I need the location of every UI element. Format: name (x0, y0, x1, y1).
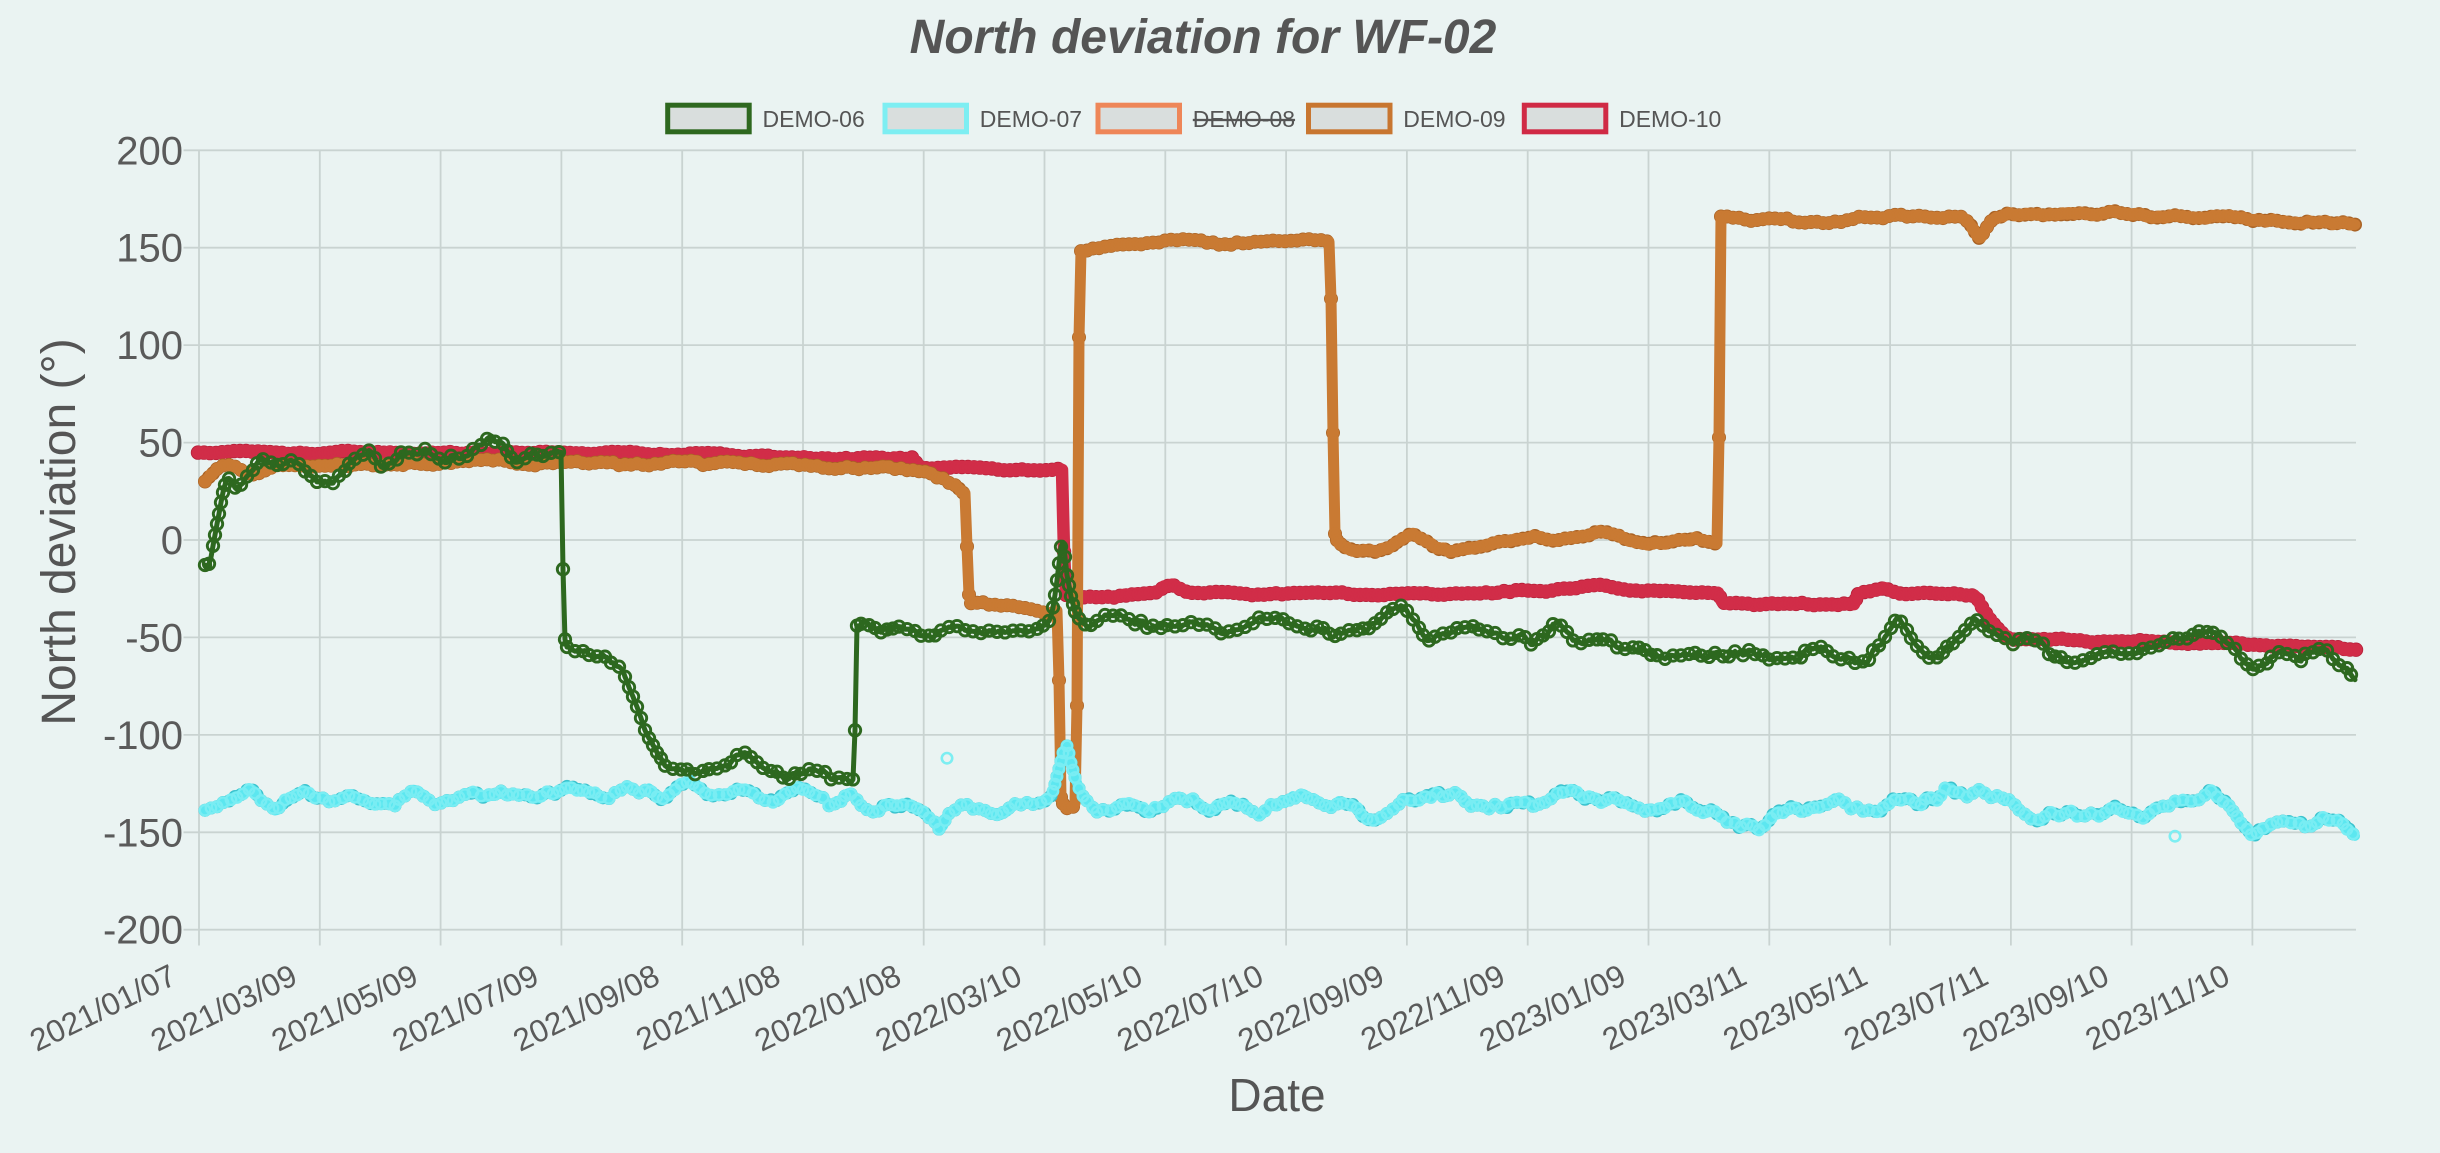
svg-text:DEMO-07: DEMO-07 (980, 106, 1082, 132)
svg-text:-50: -50 (125, 616, 183, 660)
svg-text:200: 200 (116, 129, 183, 173)
svg-text:DEMO-09: DEMO-09 (1403, 106, 1505, 132)
svg-text:50: 50 (139, 422, 184, 466)
svg-text:Date: Date (1228, 1069, 1325, 1121)
svg-text:-100: -100 (103, 714, 183, 758)
svg-text:North deviation (°): North deviation (°) (33, 338, 86, 725)
svg-text:DEMO-10: DEMO-10 (1619, 106, 1721, 132)
svg-text:DEMO-06: DEMO-06 (763, 106, 865, 132)
svg-text:-200: -200 (103, 909, 183, 953)
svg-text:100: 100 (116, 324, 183, 368)
svg-text:DEMO-08: DEMO-08 (1193, 106, 1295, 132)
svg-text:-150: -150 (103, 811, 183, 855)
svg-text:0: 0 (161, 519, 183, 563)
svg-text:150: 150 (116, 227, 183, 271)
svg-text:North deviation for WF-02: North deviation for WF-02 (910, 11, 1497, 64)
